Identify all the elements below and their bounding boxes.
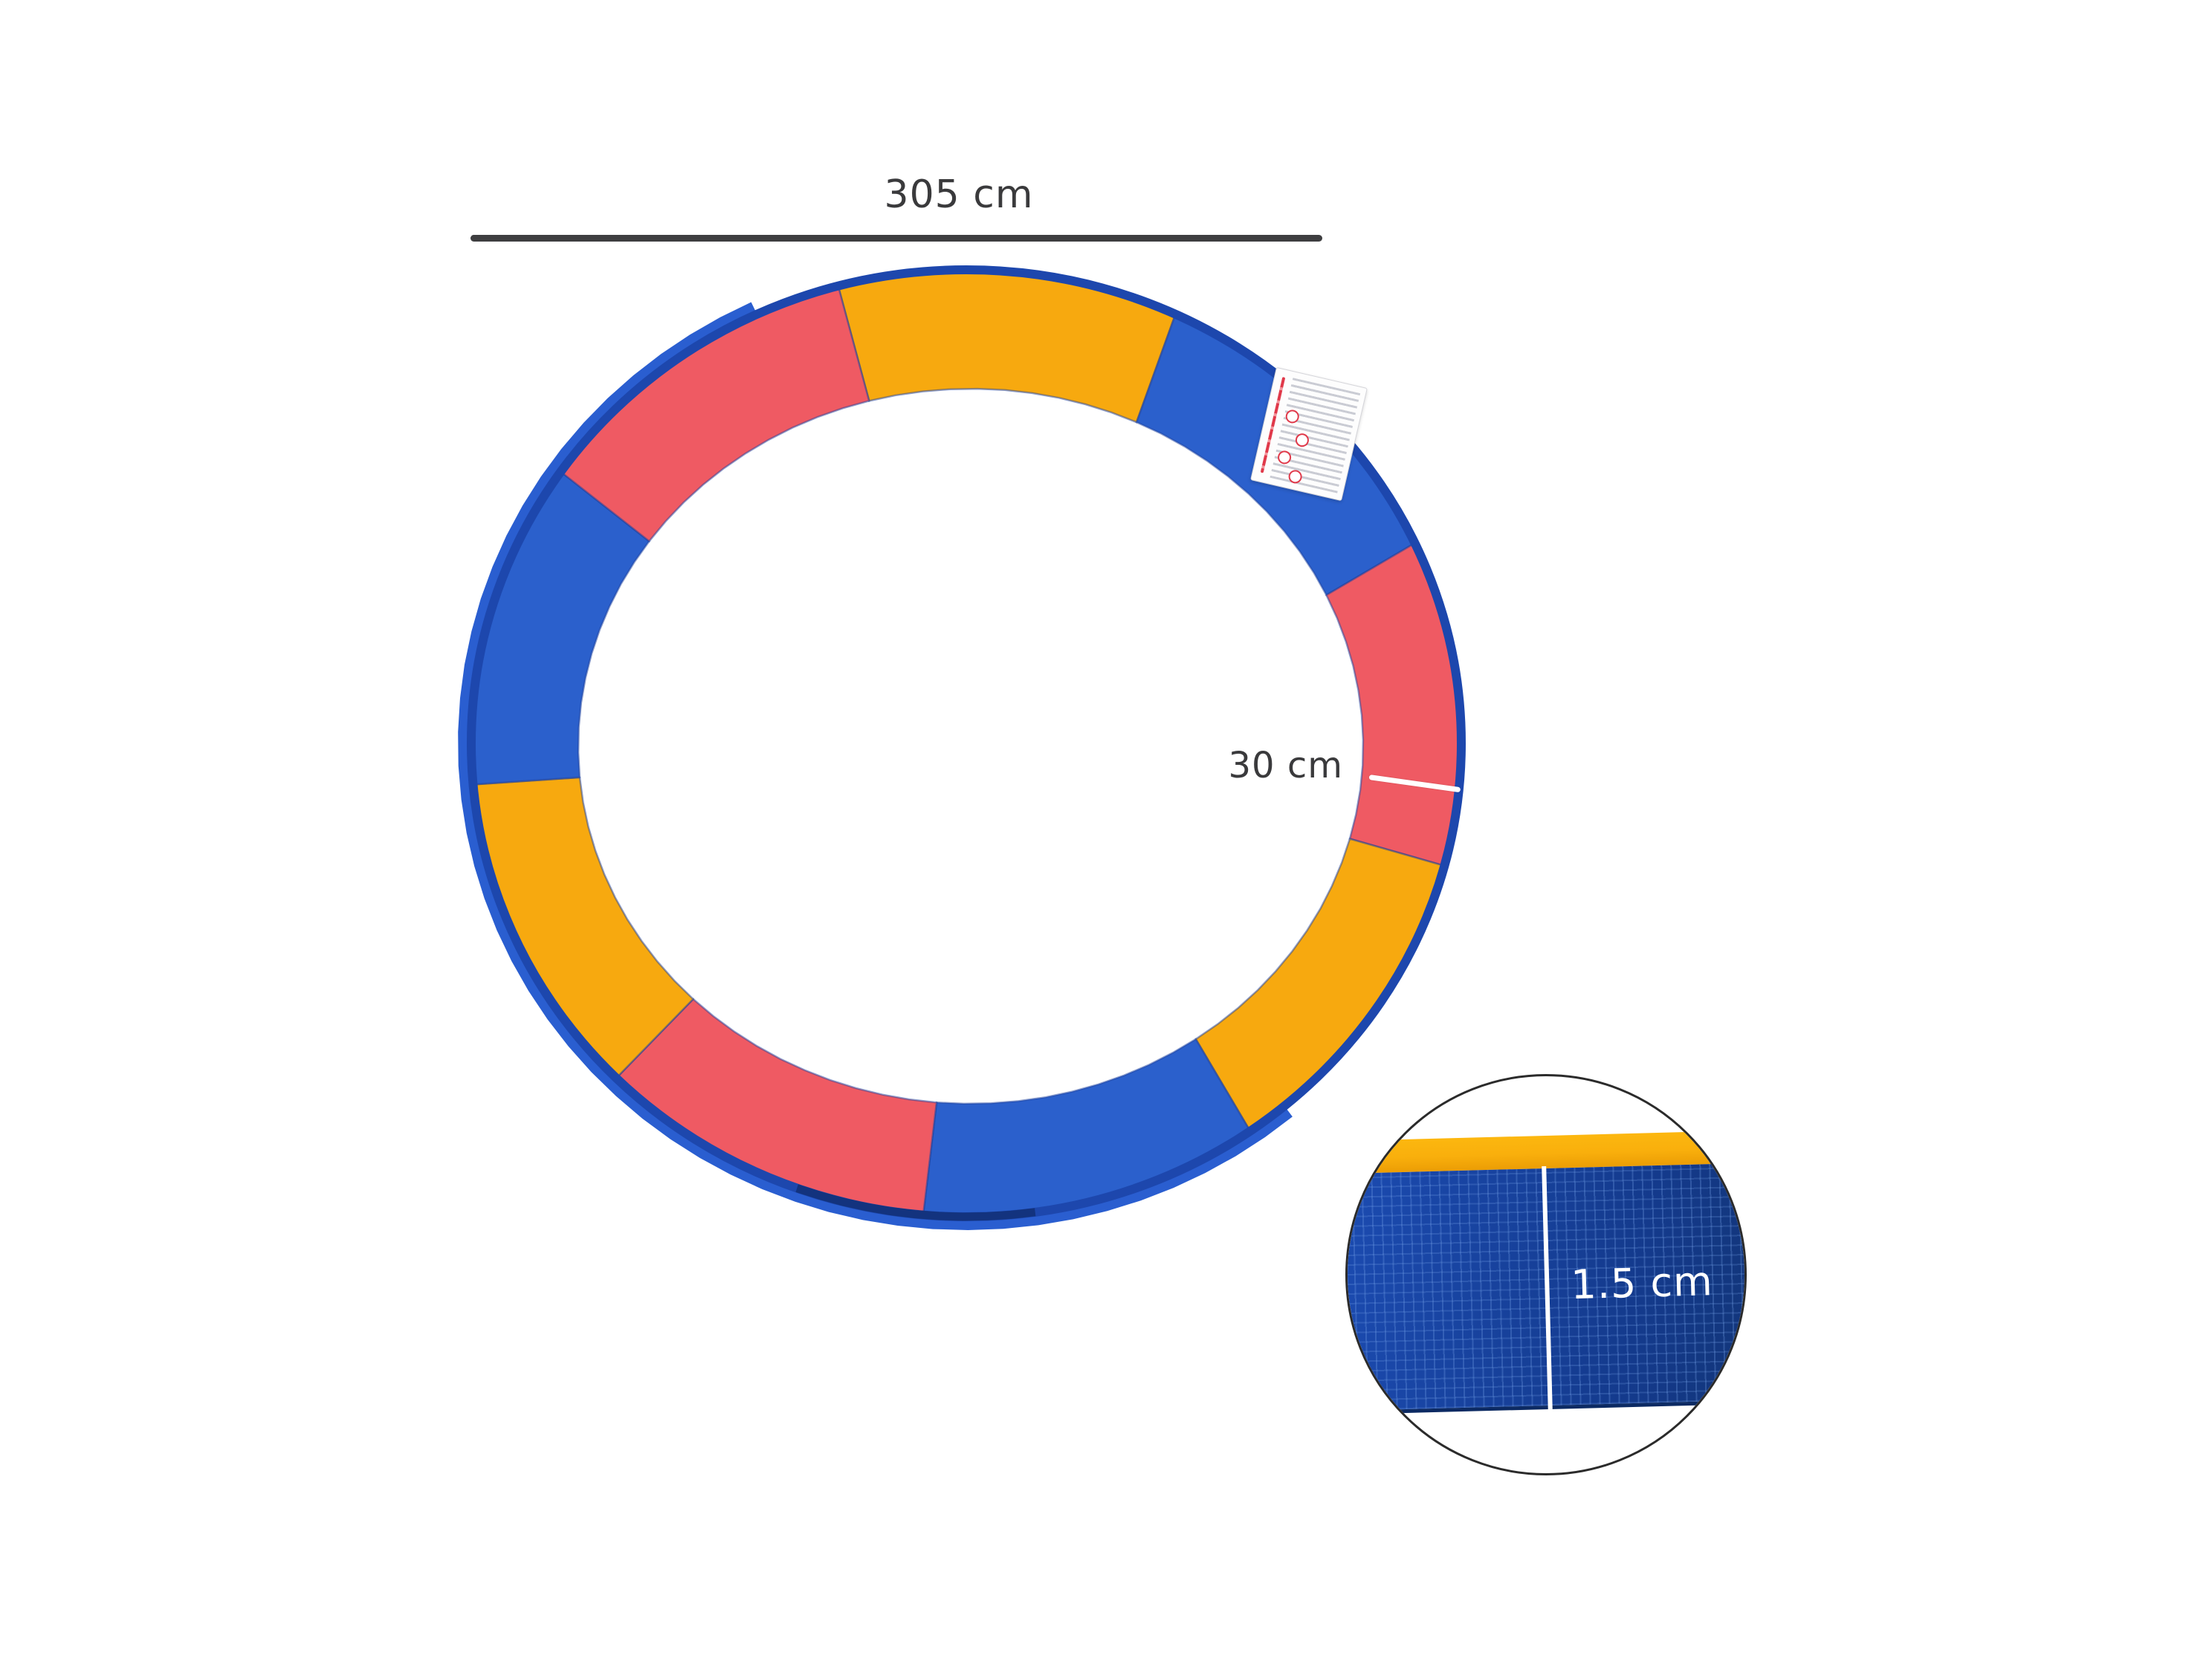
diameter-label: 305 cm: [884, 172, 1034, 217]
pad-bottom-shadow: [795, 1184, 1036, 1221]
pad-segment-blue: [922, 1038, 1252, 1218]
pad-width-label: 30 cm: [1228, 745, 1343, 786]
diameter-dimension-line: [470, 235, 1322, 242]
thickness-closeup-inset: 1.5 cm: [1345, 1074, 1747, 1475]
warning-label-text-lines: [1270, 378, 1361, 494]
pad-segment-red: [1325, 542, 1463, 867]
thickness-label: 1.5 cm: [1570, 1258, 1714, 1309]
